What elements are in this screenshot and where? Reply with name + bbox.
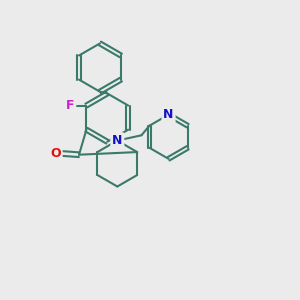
Text: F: F: [66, 99, 74, 112]
Text: N: N: [164, 108, 174, 121]
Text: O: O: [50, 147, 61, 160]
Text: N: N: [112, 134, 122, 147]
